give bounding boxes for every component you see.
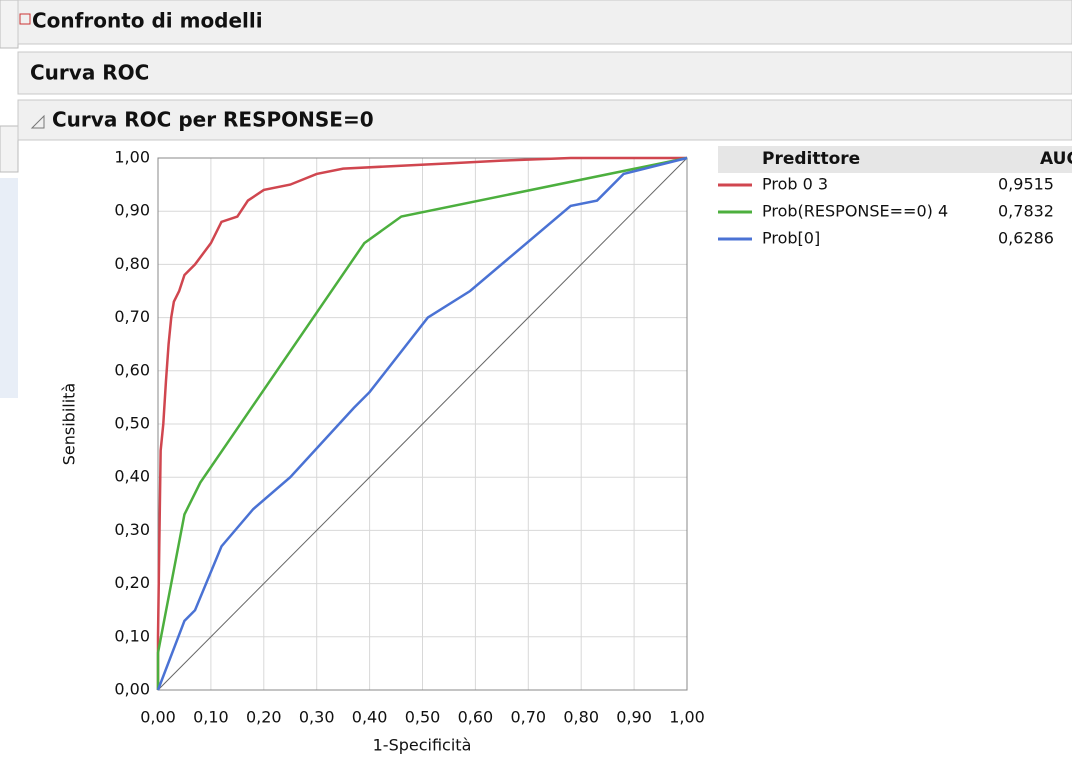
x-tick-label: 0,60: [458, 708, 494, 727]
x-tick-label: 0,70: [510, 708, 546, 727]
x-axis-label: 1-Specificità: [373, 736, 472, 755]
y-tick-label: 0,50: [114, 414, 150, 433]
y-axis-label: Sensibilità: [60, 383, 79, 466]
x-tick-label: 1,00: [669, 708, 705, 727]
y-tick-label: 0,60: [114, 360, 150, 379]
x-tick-label: 0,50: [405, 708, 441, 727]
subsection-title: Curva ROC per RESPONSE=0: [52, 108, 374, 132]
panel-bar[interactable]: [17, 99, 1072, 141]
disclosure-icon[interactable]: [30, 114, 45, 129]
section-title: Curva ROC: [30, 61, 149, 85]
y-tick-label: 0,80: [114, 254, 150, 273]
x-tick-label: 0,90: [616, 708, 652, 727]
reference-diagonal: [157, 157, 688, 691]
x-tick-label: 0,10: [193, 708, 229, 727]
y-tick-label: 0,70: [114, 307, 150, 326]
auc-value: 0,9515: [998, 175, 1054, 194]
panel-title: Confronto di modelli: [32, 9, 263, 33]
table-header-label: Predittore: [762, 149, 860, 169]
sidebar-box: [0, 125, 19, 173]
x-tick-label: 0,80: [563, 708, 599, 727]
y-tick-label: 0,00: [114, 680, 150, 699]
roc-curve: [156, 156, 687, 690]
table-header: [718, 146, 1072, 173]
y-tick-label: 0,10: [114, 626, 150, 645]
toggle-icon[interactable]: [19, 13, 31, 25]
auc-value: 0,6286: [998, 229, 1054, 248]
y-tick-label: 0,20: [114, 573, 150, 592]
sidebar-box: [0, 0, 19, 49]
y-tick-label: 0,90: [114, 201, 150, 220]
legend-label: Prob[0]: [762, 229, 820, 248]
sidebar-strip: [0, 178, 18, 398]
table-header-label: AUC: [1040, 149, 1072, 169]
x-tick-label: 0,00: [140, 708, 176, 727]
legend-label: Prob(RESPONSE==0) 4: [762, 202, 948, 221]
y-tick-label: 0,40: [114, 467, 150, 486]
panel-bar[interactable]: [17, 0, 1072, 45]
x-tick-label: 0,20: [246, 708, 282, 727]
roc-curve: [156, 156, 688, 690]
plot-frame: [157, 157, 688, 691]
panel-bar[interactable]: [17, 51, 1072, 95]
legend-label: Prob 0 3: [762, 175, 828, 194]
auc-value: 0,7832: [998, 202, 1054, 221]
roc-curve: [156, 156, 688, 691]
x-tick-label: 0,40: [352, 708, 388, 727]
x-tick-label: 0,30: [299, 708, 335, 727]
y-tick-label: 1,00: [114, 148, 150, 167]
y-tick-label: 0,30: [114, 520, 150, 539]
